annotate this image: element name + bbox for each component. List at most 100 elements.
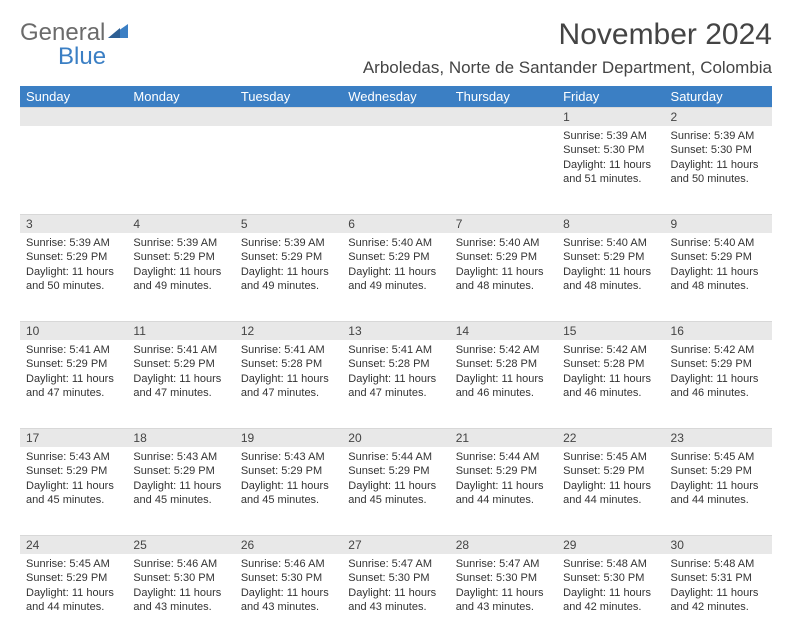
day-cell: Sunrise: 5:42 AMSunset: 5:29 PMDaylight:… bbox=[665, 340, 772, 428]
sunrise-text: Sunrise: 5:41 AM bbox=[348, 343, 443, 357]
logo-sail-icon bbox=[106, 22, 130, 40]
sunset-text: Sunset: 5:29 PM bbox=[456, 464, 551, 478]
day-cell bbox=[235, 126, 342, 214]
weekday-header-row: Sunday Monday Tuesday Wednesday Thursday… bbox=[20, 86, 772, 107]
daynum-row: 24252627282930 bbox=[20, 535, 772, 554]
sunset-text: Sunset: 5:29 PM bbox=[133, 357, 228, 371]
sunrise-text: Sunrise: 5:48 AM bbox=[671, 557, 766, 571]
day-cell: Sunrise: 5:39 AMSunset: 5:29 PMDaylight:… bbox=[235, 233, 342, 321]
daylight-text: Daylight: 11 hours and 43 minutes. bbox=[348, 586, 443, 615]
sunrise-text: Sunrise: 5:39 AM bbox=[671, 129, 766, 143]
sunset-text: Sunset: 5:29 PM bbox=[671, 250, 766, 264]
day-cell: Sunrise: 5:41 AMSunset: 5:29 PMDaylight:… bbox=[20, 340, 127, 428]
daylight-text: Daylight: 11 hours and 46 minutes. bbox=[563, 372, 658, 401]
day-cell: Sunrise: 5:39 AMSunset: 5:29 PMDaylight:… bbox=[127, 233, 234, 321]
weekday-header: Sunday bbox=[20, 86, 127, 107]
daynum-row: 12 bbox=[20, 107, 772, 126]
daylight-text: Daylight: 11 hours and 43 minutes. bbox=[456, 586, 551, 615]
sunset-text: Sunset: 5:29 PM bbox=[671, 357, 766, 371]
daylight-text: Daylight: 11 hours and 50 minutes. bbox=[671, 158, 766, 187]
daylight-text: Daylight: 11 hours and 45 minutes. bbox=[133, 479, 228, 508]
sunset-text: Sunset: 5:30 PM bbox=[241, 571, 336, 585]
week-row: Sunrise: 5:45 AMSunset: 5:29 PMDaylight:… bbox=[20, 554, 772, 642]
day-cell bbox=[127, 126, 234, 214]
day-number bbox=[450, 107, 557, 126]
location: Arboledas, Norte de Santander Department… bbox=[363, 58, 772, 78]
sunrise-text: Sunrise: 5:39 AM bbox=[133, 236, 228, 250]
logo-text-general: General bbox=[20, 19, 105, 46]
day-number: 16 bbox=[665, 321, 772, 340]
day-cell: Sunrise: 5:43 AMSunset: 5:29 PMDaylight:… bbox=[20, 447, 127, 535]
sunset-text: Sunset: 5:29 PM bbox=[671, 464, 766, 478]
sunrise-text: Sunrise: 5:43 AM bbox=[26, 450, 121, 464]
day-number: 11 bbox=[127, 321, 234, 340]
title-block: November 2024 Arboledas, Norte de Santan… bbox=[363, 18, 772, 78]
day-cell: Sunrise: 5:46 AMSunset: 5:30 PMDaylight:… bbox=[127, 554, 234, 642]
sunrise-text: Sunrise: 5:39 AM bbox=[241, 236, 336, 250]
day-number: 28 bbox=[450, 535, 557, 554]
daylight-text: Daylight: 11 hours and 49 minutes. bbox=[241, 265, 336, 294]
day-number: 21 bbox=[450, 428, 557, 447]
sunrise-text: Sunrise: 5:42 AM bbox=[563, 343, 658, 357]
sunrise-text: Sunrise: 5:45 AM bbox=[563, 450, 658, 464]
sunrise-text: Sunrise: 5:40 AM bbox=[563, 236, 658, 250]
day-cell: Sunrise: 5:45 AMSunset: 5:29 PMDaylight:… bbox=[665, 447, 772, 535]
sunrise-text: Sunrise: 5:41 AM bbox=[133, 343, 228, 357]
day-number: 13 bbox=[342, 321, 449, 340]
day-cell bbox=[450, 126, 557, 214]
week-row: Sunrise: 5:39 AMSunset: 5:30 PMDaylight:… bbox=[20, 126, 772, 214]
sunrise-text: Sunrise: 5:46 AM bbox=[241, 557, 336, 571]
daylight-text: Daylight: 11 hours and 43 minutes. bbox=[241, 586, 336, 615]
day-cell: Sunrise: 5:40 AMSunset: 5:29 PMDaylight:… bbox=[665, 233, 772, 321]
sunset-text: Sunset: 5:29 PM bbox=[133, 250, 228, 264]
day-number: 27 bbox=[342, 535, 449, 554]
sunrise-text: Sunrise: 5:46 AM bbox=[133, 557, 228, 571]
sunset-text: Sunset: 5:29 PM bbox=[563, 464, 658, 478]
sunset-text: Sunset: 5:28 PM bbox=[348, 357, 443, 371]
day-number bbox=[127, 107, 234, 126]
sunset-text: Sunset: 5:29 PM bbox=[133, 464, 228, 478]
logo: General Blue bbox=[20, 18, 130, 69]
daylight-text: Daylight: 11 hours and 46 minutes. bbox=[671, 372, 766, 401]
day-cell: Sunrise: 5:40 AMSunset: 5:29 PMDaylight:… bbox=[557, 233, 664, 321]
sunrise-text: Sunrise: 5:42 AM bbox=[671, 343, 766, 357]
day-number: 4 bbox=[127, 214, 234, 233]
day-cell: Sunrise: 5:45 AMSunset: 5:29 PMDaylight:… bbox=[557, 447, 664, 535]
day-number: 15 bbox=[557, 321, 664, 340]
day-number: 8 bbox=[557, 214, 664, 233]
daylight-text: Daylight: 11 hours and 42 minutes. bbox=[671, 586, 766, 615]
day-cell: Sunrise: 5:47 AMSunset: 5:30 PMDaylight:… bbox=[450, 554, 557, 642]
daylight-text: Daylight: 11 hours and 47 minutes. bbox=[241, 372, 336, 401]
sunrise-text: Sunrise: 5:40 AM bbox=[671, 236, 766, 250]
sunset-text: Sunset: 5:30 PM bbox=[671, 143, 766, 157]
sunset-text: Sunset: 5:30 PM bbox=[456, 571, 551, 585]
sunset-text: Sunset: 5:30 PM bbox=[133, 571, 228, 585]
day-number: 6 bbox=[342, 214, 449, 233]
day-cell: Sunrise: 5:39 AMSunset: 5:30 PMDaylight:… bbox=[665, 126, 772, 214]
day-cell: Sunrise: 5:41 AMSunset: 5:29 PMDaylight:… bbox=[127, 340, 234, 428]
day-cell: Sunrise: 5:39 AMSunset: 5:29 PMDaylight:… bbox=[20, 233, 127, 321]
sunset-text: Sunset: 5:28 PM bbox=[563, 357, 658, 371]
sunrise-text: Sunrise: 5:42 AM bbox=[456, 343, 551, 357]
header: General Blue November 2024 Arboledas, No… bbox=[20, 18, 772, 78]
sunrise-text: Sunrise: 5:40 AM bbox=[456, 236, 551, 250]
sunrise-text: Sunrise: 5:47 AM bbox=[456, 557, 551, 571]
day-cell: Sunrise: 5:45 AMSunset: 5:29 PMDaylight:… bbox=[20, 554, 127, 642]
weekday-header: Saturday bbox=[665, 86, 772, 107]
sunrise-text: Sunrise: 5:43 AM bbox=[133, 450, 228, 464]
sunset-text: Sunset: 5:29 PM bbox=[26, 357, 121, 371]
logo-text-blue: Blue bbox=[58, 43, 106, 70]
day-cell: Sunrise: 5:46 AMSunset: 5:30 PMDaylight:… bbox=[235, 554, 342, 642]
daylight-text: Daylight: 11 hours and 50 minutes. bbox=[26, 265, 121, 294]
sunrise-text: Sunrise: 5:45 AM bbox=[671, 450, 766, 464]
sunset-text: Sunset: 5:29 PM bbox=[241, 464, 336, 478]
daylight-text: Daylight: 11 hours and 51 minutes. bbox=[563, 158, 658, 187]
day-number: 30 bbox=[665, 535, 772, 554]
sunset-text: Sunset: 5:29 PM bbox=[348, 464, 443, 478]
daylight-text: Daylight: 11 hours and 44 minutes. bbox=[671, 479, 766, 508]
day-cell: Sunrise: 5:42 AMSunset: 5:28 PMDaylight:… bbox=[450, 340, 557, 428]
sunset-text: Sunset: 5:30 PM bbox=[348, 571, 443, 585]
day-number: 7 bbox=[450, 214, 557, 233]
week-row: Sunrise: 5:39 AMSunset: 5:29 PMDaylight:… bbox=[20, 233, 772, 321]
daylight-text: Daylight: 11 hours and 48 minutes. bbox=[456, 265, 551, 294]
